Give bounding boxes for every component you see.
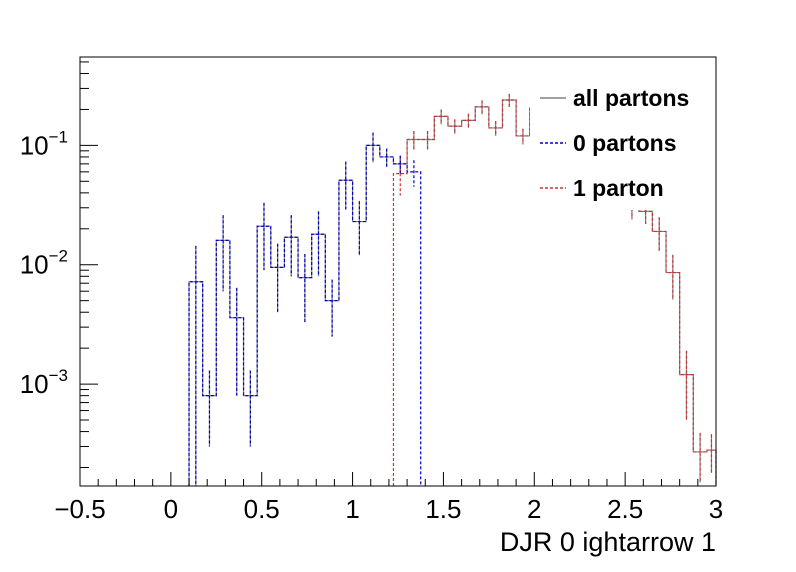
plot-frame bbox=[79, 56, 717, 487]
x-tick-label: 0 bbox=[164, 494, 178, 524]
legend: all partons 0 partons 1 parton bbox=[540, 85, 689, 201]
x-axis-title: DJR 0 ightarrow 1 bbox=[500, 527, 716, 557]
histogram-outline bbox=[188, 144, 422, 486]
series-layer bbox=[188, 93, 717, 486]
legend-label: 1 parton bbox=[573, 175, 664, 201]
y-tick-exponent: −3 bbox=[49, 366, 68, 385]
x-tick-label: 0.5 bbox=[244, 494, 280, 524]
ticks-layer: −0.5 0 0.5 1 1.5 2 2.5 310−310−210−1 bbox=[20, 61, 723, 524]
x-tick-label: 3 bbox=[709, 494, 723, 524]
x-tick-label: 1 bbox=[345, 494, 359, 524]
x-tick-label: −0.5 bbox=[54, 494, 105, 524]
y-tick-exponent: −2 bbox=[49, 247, 68, 266]
x-tick-label: 2.5 bbox=[607, 494, 643, 524]
legend-box bbox=[530, 70, 710, 210]
legend-label: 0 partons bbox=[573, 130, 677, 156]
y-tick-label: 10−2 bbox=[20, 247, 68, 280]
legend-label: all partons bbox=[573, 85, 689, 111]
y-tick-base: 10 bbox=[20, 369, 49, 399]
series-0-partons bbox=[188, 132, 422, 486]
y-tick-base: 10 bbox=[20, 130, 49, 160]
x-tick-label: 1.5 bbox=[425, 494, 461, 524]
y-tick-base: 10 bbox=[20, 250, 49, 280]
y-tick-label: 10−1 bbox=[20, 127, 68, 160]
y-tick-exponent: −1 bbox=[49, 127, 68, 146]
x-tick-label: 2 bbox=[527, 494, 541, 524]
y-tick-label: 10−3 bbox=[20, 366, 68, 399]
